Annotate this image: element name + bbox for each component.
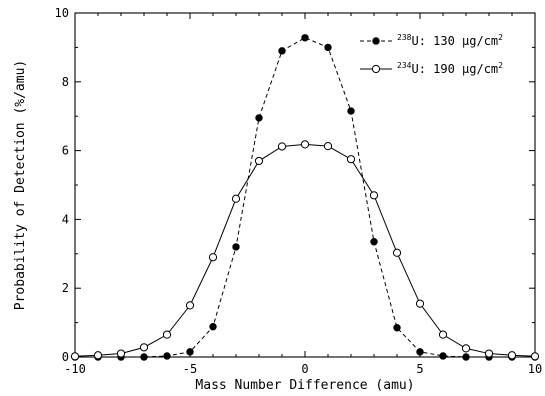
point-234u-16	[438, 330, 448, 339]
series-line-234u	[74, 143, 536, 357]
point-234u-7	[231, 194, 241, 203]
point-238u-14	[393, 324, 401, 332]
point-234u-11	[323, 142, 333, 151]
legend-marker-234u	[371, 64, 381, 74]
point-234u-20	[530, 352, 540, 361]
point-234u-4	[162, 330, 172, 339]
y-tick-label: 4	[62, 212, 69, 226]
point-238u-3	[140, 353, 148, 361]
y-tick-label: 2	[62, 281, 69, 295]
x-tick-label: 5	[416, 362, 423, 376]
tick-labels-layer: -10 -5 0 5 10 0 2 4 6 8 10	[55, 6, 543, 376]
point-234u-1	[93, 351, 103, 360]
point-234u-14	[392, 248, 402, 257]
point-234u-12	[346, 155, 356, 164]
point-238u-10	[301, 34, 309, 42]
point-238u-16	[439, 352, 447, 360]
x-tick-label: -10	[64, 362, 86, 376]
legend: 238U: 130 μg/cm2 234U: 190 μg/cm2	[360, 33, 503, 76]
point-238u-5	[186, 348, 194, 356]
point-238u-6	[209, 323, 217, 331]
y-tick-label: 10	[55, 6, 69, 20]
point-234u-9	[277, 142, 287, 151]
point-238u-8	[255, 114, 263, 122]
point-234u-17	[461, 344, 471, 353]
point-234u-5	[185, 301, 195, 310]
point-238u-9	[278, 47, 286, 55]
y-tick-label: 0	[62, 350, 69, 364]
series-points-layer	[70, 34, 540, 361]
point-238u-13	[370, 238, 378, 246]
point-234u-6	[208, 253, 218, 262]
point-234u-0	[70, 352, 80, 361]
legend-marker-238u	[372, 37, 380, 45]
point-238u-12	[347, 107, 355, 115]
point-238u-7	[232, 243, 240, 251]
y-tick-label: 8	[62, 75, 69, 89]
point-234u-8	[254, 156, 264, 166]
point-238u-4	[163, 352, 171, 360]
legend-label-238u: 238U: 130 μg/cm2	[397, 33, 503, 48]
y-axis-label: Probability of Detection (%/amu)	[13, 60, 28, 310]
point-238u-17	[462, 353, 470, 361]
x-tick-label: 10	[528, 362, 542, 376]
x-axis-label: Mass Number Difference (amu)	[195, 378, 414, 393]
point-234u-19	[507, 351, 517, 360]
series-line-238u	[75, 37, 535, 358]
point-234u-15	[415, 299, 425, 308]
point-234u-2	[116, 349, 126, 358]
x-tick-label: -5	[183, 362, 197, 376]
point-238u-11	[324, 43, 332, 52]
point-238u-15	[416, 348, 424, 356]
point-234u-3	[139, 343, 149, 352]
point-234u-13	[369, 191, 379, 200]
series-lines-layer	[74, 37, 536, 358]
y-tick-label: 6	[62, 144, 69, 158]
x-tick-label: 0	[301, 362, 308, 376]
legend-label-234u: 234U: 190 μg/cm2	[397, 61, 503, 76]
point-234u-10	[300, 140, 310, 149]
point-234u-18	[484, 349, 494, 358]
